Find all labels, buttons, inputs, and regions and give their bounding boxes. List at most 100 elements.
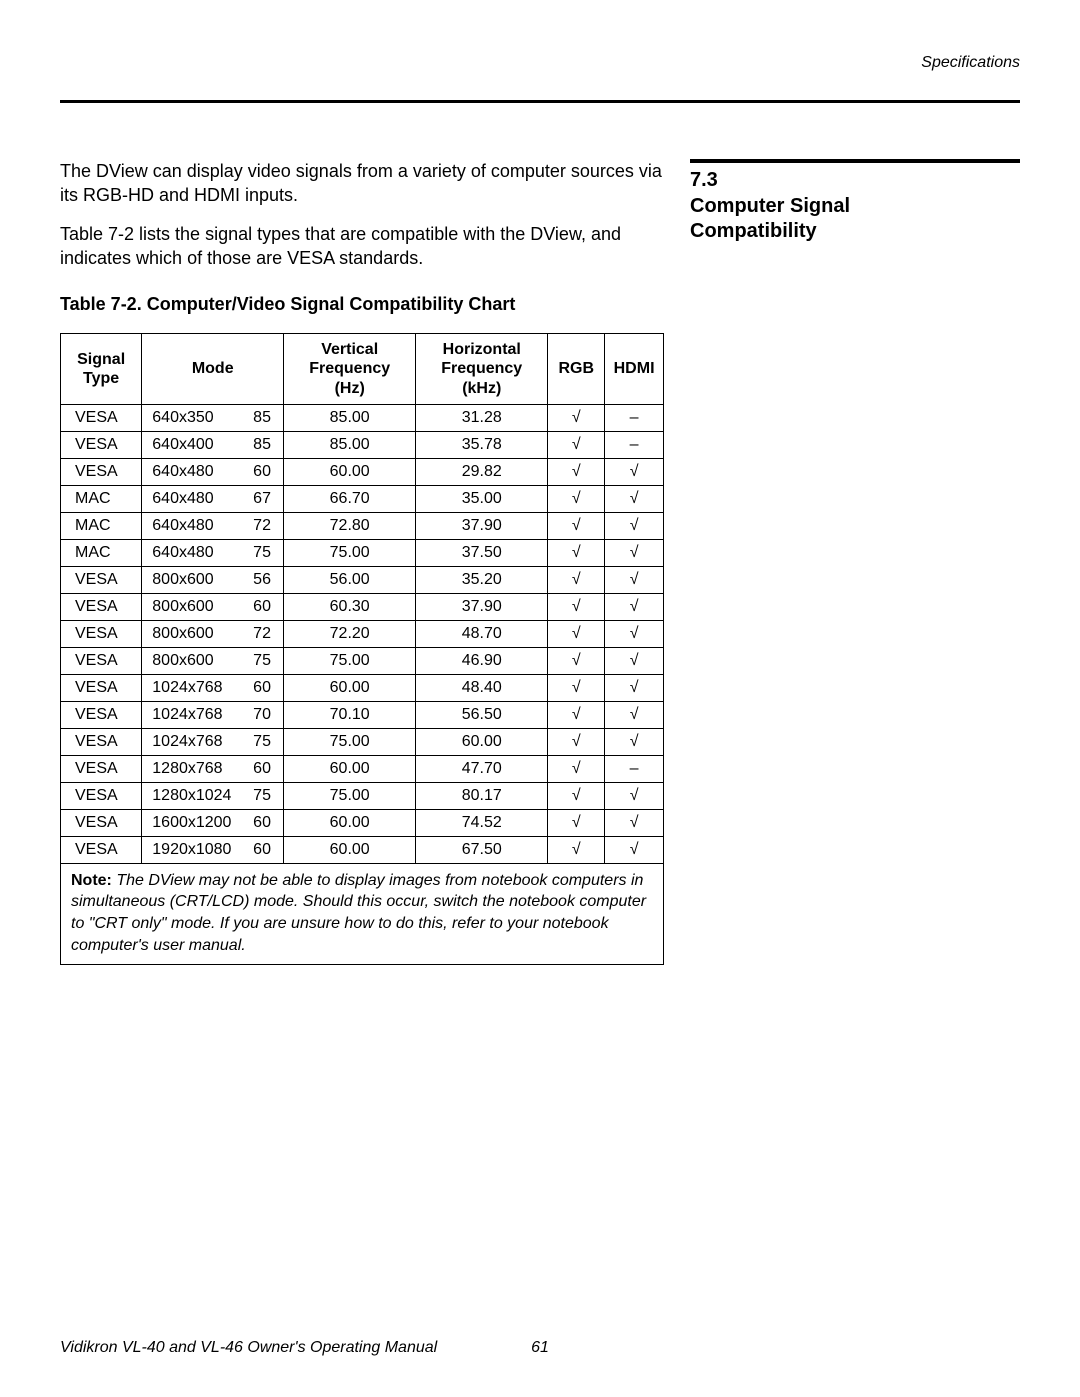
cell-rgb: √ (548, 809, 605, 836)
th-rgb: RGB (548, 334, 605, 405)
page-footer: Vidikron VL-40 and VL-46 Owner's Operati… (60, 1339, 1020, 1357)
cell-hdmi: √ (605, 782, 664, 809)
cell-mode-resolution: 1600x1200 (142, 809, 241, 836)
cell-rgb: √ (548, 566, 605, 593)
cell-hdmi: √ (605, 728, 664, 755)
cell-signal: VESA (61, 620, 142, 647)
cell-rgb: √ (548, 512, 605, 539)
cell-hdmi: √ (605, 647, 664, 674)
th-signal: Signal Type (61, 334, 142, 405)
cell-hdmi: √ (605, 512, 664, 539)
cell-hdmi: √ (605, 485, 664, 512)
table-header-row: Signal Type Mode Vertical Frequency (Hz)… (61, 334, 664, 405)
table-note: Note: The DView may not be able to displ… (60, 864, 664, 965)
cell-hdmi: √ (605, 539, 664, 566)
cell-rgb: √ (548, 755, 605, 782)
cell-signal: VESA (61, 566, 142, 593)
cell-hfreq: 35.00 (416, 485, 548, 512)
cell-hdmi: – (605, 431, 664, 458)
cell-mode-rate: 75 (241, 647, 284, 674)
table-row: VESA640x3508585.0031.28√– (61, 404, 664, 431)
cell-hfreq: 31.28 (416, 404, 548, 431)
cell-signal: VESA (61, 458, 142, 485)
th-hdmi: HDMI (605, 334, 664, 405)
table-head: Signal Type Mode Vertical Frequency (Hz)… (61, 334, 664, 405)
table-row: VESA640x4008585.0035.78√– (61, 431, 664, 458)
cell-mode-rate: 72 (241, 512, 284, 539)
cell-hfreq: 37.90 (416, 512, 548, 539)
cell-hdmi: √ (605, 701, 664, 728)
cell-rgb: √ (548, 404, 605, 431)
cell-vfreq: 60.00 (284, 836, 416, 863)
intro-paragraph-1: The DView can display video signals from… (60, 159, 668, 208)
cell-mode-resolution: 1280x1024 (142, 782, 241, 809)
cell-signal: VESA (61, 701, 142, 728)
cell-hdmi: √ (605, 566, 664, 593)
cell-hdmi: √ (605, 809, 664, 836)
cell-rgb: √ (548, 701, 605, 728)
cell-mode-rate: 60 (241, 836, 284, 863)
cell-rgb: √ (548, 485, 605, 512)
cell-mode-resolution: 1024x768 (142, 728, 241, 755)
th-hfreq: Horizontal Frequency (kHz) (416, 334, 548, 405)
cell-mode-rate: 56 (241, 566, 284, 593)
cell-hfreq: 60.00 (416, 728, 548, 755)
table-row: VESA640x4806060.0029.82√√ (61, 458, 664, 485)
cell-rgb: √ (548, 836, 605, 863)
cell-hdmi: √ (605, 620, 664, 647)
table-row: VESA800x6007272.2048.70√√ (61, 620, 664, 647)
cell-rgb: √ (548, 539, 605, 566)
section-title: Computer Signal Compatibility (690, 194, 1020, 244)
cell-mode-resolution: 800x600 (142, 647, 241, 674)
body-column: The DView can display video signals from… (60, 159, 668, 965)
note-text: The DView may not be able to display ima… (71, 872, 646, 954)
cell-mode-rate: 72 (241, 620, 284, 647)
cell-signal: MAC (61, 512, 142, 539)
table-caption: Table 7-2. Computer/Video Signal Compati… (60, 294, 668, 315)
cell-mode-resolution: 640x480 (142, 485, 241, 512)
page: Specifications The DView can display vid… (0, 0, 1080, 1397)
cell-mode-resolution: 640x480 (142, 539, 241, 566)
table-body: VESA640x3508585.0031.28√–VESA640x4008585… (61, 404, 664, 863)
cell-vfreq: 75.00 (284, 539, 416, 566)
cell-hfreq: 37.90 (416, 593, 548, 620)
cell-mode-rate: 60 (241, 809, 284, 836)
cell-vfreq: 75.00 (284, 647, 416, 674)
cell-mode-resolution: 640x480 (142, 512, 241, 539)
cell-mode-rate: 70 (241, 701, 284, 728)
cell-signal: VESA (61, 431, 142, 458)
cell-vfreq: 85.00 (284, 404, 416, 431)
cell-rgb: √ (548, 728, 605, 755)
table-row: MAC640x4806766.7035.00√√ (61, 485, 664, 512)
cell-hdmi: √ (605, 836, 664, 863)
section-number: 7.3 (690, 169, 1020, 192)
running-head: Specifications (60, 54, 1020, 72)
table-row: VESA1920x10806060.0067.50√√ (61, 836, 664, 863)
cell-vfreq: 60.00 (284, 674, 416, 701)
footer-manual-title: Vidikron VL-40 and VL-46 Owner's Operati… (60, 1339, 437, 1357)
cell-mode-resolution: 1024x768 (142, 674, 241, 701)
table-row: VESA1024x7687070.1056.50√√ (61, 701, 664, 728)
cell-vfreq: 60.00 (284, 755, 416, 782)
cell-hdmi: – (605, 404, 664, 431)
table-row: MAC640x4807272.8037.90√√ (61, 512, 664, 539)
cell-mode-rate: 60 (241, 593, 284, 620)
th-vfreq: Vertical Frequency (Hz) (284, 334, 416, 405)
cell-signal: MAC (61, 485, 142, 512)
cell-mode-resolution: 1024x768 (142, 701, 241, 728)
cell-hfreq: 56.50 (416, 701, 548, 728)
cell-hfreq: 74.52 (416, 809, 548, 836)
cell-mode-rate: 60 (241, 458, 284, 485)
cell-hfreq: 37.50 (416, 539, 548, 566)
table-row: VESA1024x7687575.0060.00√√ (61, 728, 664, 755)
table-row: VESA1024x7686060.0048.40√√ (61, 674, 664, 701)
section-rule (690, 159, 1020, 163)
cell-mode-resolution: 640x400 (142, 431, 241, 458)
cell-mode-rate: 75 (241, 728, 284, 755)
cell-signal: VESA (61, 674, 142, 701)
note-label: Note: (71, 872, 112, 889)
cell-hdmi: √ (605, 593, 664, 620)
cell-hfreq: 47.70 (416, 755, 548, 782)
cell-hfreq: 67.50 (416, 836, 548, 863)
table-row: VESA1600x12006060.0074.52√√ (61, 809, 664, 836)
